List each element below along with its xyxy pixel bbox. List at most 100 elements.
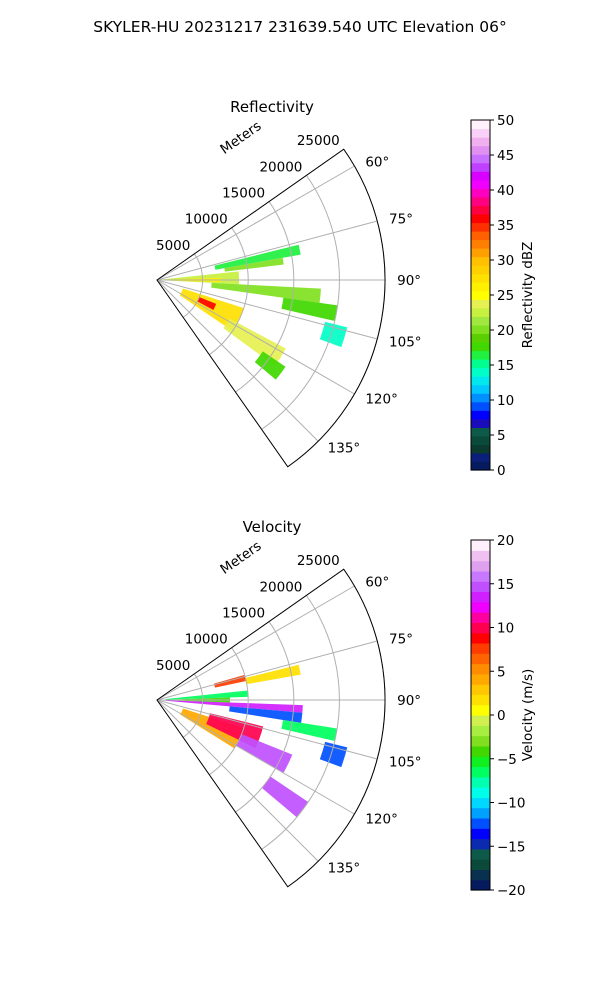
colorbar-swatch	[471, 384, 490, 394]
colorbar-swatch	[471, 359, 490, 369]
range-ring-1	[209, 647, 249, 776]
echo-region-10	[254, 351, 286, 380]
echo-region-6	[319, 321, 348, 348]
colorbar-swatch	[471, 205, 490, 215]
azimuth-tick-label: 60°	[365, 154, 389, 170]
colorbar-tick-label: 0	[497, 463, 506, 479]
range-axis-label: Meters	[217, 118, 264, 158]
echo-region-9	[223, 318, 286, 366]
range-tick-label: 20000	[259, 579, 302, 595]
echo-region-0	[214, 244, 301, 270]
colorbar-swatch	[471, 324, 490, 335]
colorbar-swatch	[471, 807, 490, 819]
colorbar-label: Reflectivity dBZ	[520, 242, 536, 349]
colorbar-swatch	[471, 581, 490, 593]
echo-region-0	[213, 674, 247, 688]
colorbar-swatch	[471, 591, 490, 603]
colorbar-tick-label: −15	[497, 839, 526, 855]
range-tick-label: 15000	[222, 606, 265, 622]
azimuth-tick-label: 105°	[389, 754, 422, 770]
colorbar-tick-label: 10	[497, 621, 514, 637]
colorbar-swatch	[471, 393, 490, 403]
colorbar-swatch	[471, 196, 490, 206]
colorbar-swatch	[471, 694, 490, 706]
azimuth-tick-label: 75°	[389, 212, 413, 228]
colorbar-swatch	[471, 673, 490, 685]
echo-region-6	[281, 719, 338, 742]
echo-region-1	[245, 664, 301, 685]
colorbar-swatch	[471, 145, 490, 155]
colorbar-swatch	[471, 663, 490, 675]
colorbar-swatch	[471, 632, 490, 644]
colorbar-swatch	[471, 444, 490, 454]
colorbar-swatch	[471, 715, 490, 726]
colorbar-tick-label: 15	[497, 358, 514, 374]
echo-region-2	[161, 271, 240, 285]
colorbar-swatch	[471, 230, 490, 241]
echo-region-5	[281, 297, 338, 322]
colorbar-swatch	[471, 766, 490, 778]
colorbar-swatch	[471, 879, 490, 891]
azimuth-tick-label: 90°	[397, 693, 421, 709]
colorbar-tick-label: 15	[497, 577, 514, 593]
echo-region-11	[261, 776, 309, 818]
colorbar-tick-label: 30	[497, 253, 514, 269]
colorbar-swatch	[471, 601, 490, 613]
colorbar-swatch	[471, 418, 490, 428]
colorbar-swatch	[471, 401, 490, 411]
echo-region-4	[161, 700, 303, 713]
azimuth-tick-label: 105°	[389, 334, 422, 350]
echo-region-1	[224, 257, 284, 272]
colorbar-swatch	[471, 570, 490, 582]
colorbar-tick-label: 0	[497, 708, 506, 724]
echo-region-7	[319, 741, 348, 768]
azimuth-tick-label: 120°	[365, 392, 398, 408]
range-tick-label: 10000	[185, 212, 228, 228]
range-tick-label: 5000	[156, 658, 190, 674]
colorbar-swatch	[471, 248, 490, 258]
colorbar-swatch	[471, 120, 490, 130]
range-tick-label: 25000	[297, 133, 340, 149]
range-tick-label: 5000	[156, 238, 190, 254]
figure-title: SKYLER-HU 20231217 231639.540 UTC Elevat…	[93, 18, 507, 36]
colorbar-swatch	[471, 540, 490, 551]
range-tick-label: 20000	[259, 159, 302, 175]
reflectivity-panel: Reflectivity 5000 10000 15000 20000 25000 Met…	[156, 98, 536, 479]
echo-region-2	[166, 690, 249, 700]
colorbar-swatch	[471, 869, 490, 881]
range-axis-label: Meters	[217, 538, 264, 578]
colorbar-swatch	[471, 745, 490, 757]
colorbar-tick-label: 5	[497, 428, 506, 444]
colorbar-swatch	[471, 622, 490, 634]
colorbar-swatch	[471, 256, 490, 266]
colorbar-swatch	[471, 137, 490, 147]
colorbar-swatch	[471, 410, 490, 420]
range-tick-label: 15000	[222, 186, 265, 202]
colorbar-tick-label: 50	[497, 113, 514, 129]
colorbar-swatch	[471, 787, 490, 798]
colorbar-tick-label: 25	[497, 288, 514, 304]
azimuth-spoke-4	[156, 279, 355, 395]
reflectivity-plot-area: 5000 10000 15000 20000 25000 Meters 60° 75° 90° 1…	[156, 118, 422, 468]
colorbar-tick-label: 20	[497, 323, 514, 339]
reflectivity-colorbar: 0 5 10 15 20 25 30 35 40 45 50 Reflectivity dBZ	[470, 113, 536, 479]
colorbar-swatch	[471, 376, 490, 386]
colorbar-swatch	[471, 461, 490, 471]
colorbar-swatch	[471, 367, 490, 377]
colorbar-swatch	[471, 128, 490, 138]
colorbar-swatch	[471, 273, 490, 283]
colorbar-swatch	[471, 290, 490, 300]
azimuth-spoke-0	[156, 165, 355, 281]
colorbar-tick-label: −20	[497, 883, 526, 899]
colorbar-tick-label: −10	[497, 796, 526, 812]
colorbar-swatch	[471, 550, 490, 562]
colorbar-swatch	[471, 735, 490, 747]
colorbar-swatch	[471, 239, 490, 249]
velocity-plot-area: 5000 10000 15000 20000 25000 Meters 60° 75° 90° 1…	[156, 538, 422, 888]
colorbar-swatch	[471, 725, 490, 737]
colorbar-tick-label: 20	[497, 533, 514, 549]
colorbar-swatch	[471, 838, 490, 850]
echo-region-10	[235, 734, 293, 773]
colorbar-swatch	[471, 282, 490, 292]
